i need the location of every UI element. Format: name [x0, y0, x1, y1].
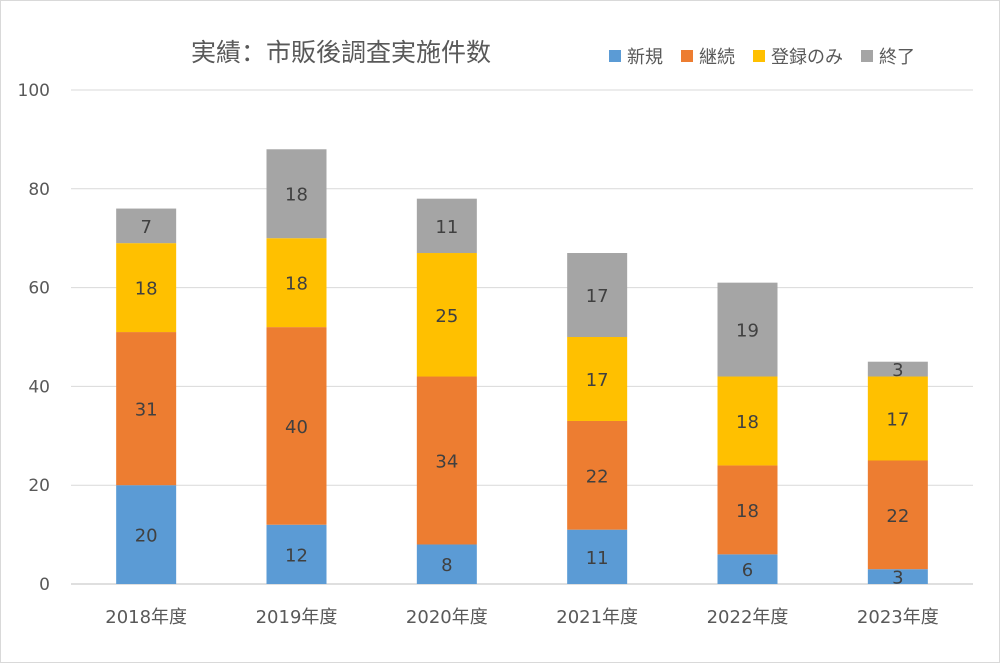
- legend-label-registration-only: 登録のみ: [771, 47, 843, 68]
- y-tick-label-100: 100: [18, 81, 50, 101]
- data-label-new-3: 11: [586, 548, 609, 569]
- data-label-continuing-1: 40: [285, 417, 308, 438]
- bar-finished-5: [867, 361, 928, 377]
- bar-new-2: [416, 544, 477, 584]
- data-label-registration-only-4: 18: [736, 412, 759, 433]
- legend-label-finished: 終了: [879, 47, 915, 68]
- data-label-continuing-5: 22: [886, 506, 909, 527]
- bar-continuing-5: [867, 460, 928, 570]
- data-label-registration-only-3: 17: [586, 370, 609, 391]
- legend-item-finished: 終了: [861, 43, 915, 69]
- bar-finished-2: [416, 198, 477, 254]
- y-tick-label-60: 60: [28, 279, 50, 299]
- data-label-new-5: 3: [892, 568, 903, 589]
- y-tick-label-20: 20: [28, 476, 50, 496]
- bar-finished-0: [116, 208, 177, 244]
- bar-finished-4: [717, 282, 778, 377]
- bar-registration-only-4: [717, 376, 778, 466]
- bar-registration-only-2: [416, 253, 477, 377]
- gridlines: [71, 89, 973, 585]
- data-label-new-4: 6: [742, 560, 753, 581]
- data-label-registration-only-2: 25: [435, 306, 458, 327]
- bar-continuing-0: [116, 332, 177, 486]
- y-tick-label-80: 80: [28, 180, 50, 200]
- legend-swatch-registration-only: [753, 50, 765, 62]
- bar-finished-1: [266, 149, 327, 239]
- data-label-registration-only-0: 18: [135, 279, 158, 300]
- data-label-new-1: 12: [285, 545, 308, 566]
- data-label-finished-2: 11: [435, 217, 458, 238]
- bar-new-1: [266, 524, 327, 584]
- x-tick-label-3: 2021年度: [556, 607, 638, 628]
- data-label-finished-4: 19: [736, 321, 759, 342]
- bar-new-4: [717, 554, 778, 584]
- x-tick-label-4: 2022年度: [707, 607, 789, 628]
- bar-finished-3: [567, 253, 628, 337]
- bar-new-5: [867, 569, 928, 584]
- legend-item-continuing: 継続: [681, 43, 735, 69]
- data-label-continuing-0: 31: [135, 400, 158, 421]
- data-label-finished-3: 17: [586, 286, 609, 307]
- x-tick-label-2: 2020年度: [406, 607, 488, 628]
- bars: [116, 149, 928, 584]
- data-label-new-2: 8: [441, 555, 452, 576]
- chart-legend: 新規 継続 登録のみ 終了: [609, 43, 915, 69]
- bar-registration-only-1: [266, 238, 327, 328]
- bar-new-0: [116, 485, 177, 584]
- bar-registration-only-5: [867, 376, 928, 461]
- x-tick-label-0: 2018年度: [105, 607, 187, 628]
- bar-registration-only-0: [116, 243, 177, 333]
- legend-swatch-continuing: [681, 50, 693, 62]
- bar-registration-only-3: [567, 337, 628, 421]
- legend-swatch-finished: [861, 50, 873, 62]
- data-label-finished-1: 18: [285, 185, 308, 206]
- legend-swatch-new: [609, 50, 621, 62]
- data-label-continuing-2: 34: [435, 452, 458, 473]
- y-tick-label-0: 0: [39, 575, 50, 595]
- y-tick-label-40: 40: [28, 377, 50, 397]
- chart-title: 実績：市販後調査実施件数: [190, 38, 491, 67]
- legend-item-registration-only: 登録のみ: [753, 43, 843, 69]
- data-label-finished-0: 7: [140, 217, 151, 238]
- legend-label-continuing: 継続: [699, 47, 735, 68]
- data-label-continuing-4: 18: [736, 501, 759, 522]
- labels: 0 20 40 60 80 100 20 31 18 7 2018年度 12 40 18 18 2019年度 8…: [18, 81, 939, 628]
- x-tick-label-1: 2019年度: [256, 607, 338, 628]
- bar-continuing-2: [416, 376, 477, 545]
- data-label-new-0: 20: [135, 526, 158, 547]
- bar-new-3: [567, 529, 628, 584]
- x-tick-label-5: 2023年度: [857, 607, 939, 628]
- data-label-continuing-3: 22: [586, 466, 609, 487]
- data-label-registration-only-1: 18: [285, 274, 308, 295]
- data-label-registration-only-5: 17: [886, 410, 909, 431]
- legend-item-new: 新規: [609, 43, 663, 69]
- data-label-finished-5: 3: [892, 360, 903, 381]
- bar-continuing-1: [266, 327, 327, 525]
- bar-continuing-4: [717, 465, 778, 555]
- bar-continuing-3: [567, 420, 628, 530]
- legend-label-new: 新規: [627, 47, 663, 68]
